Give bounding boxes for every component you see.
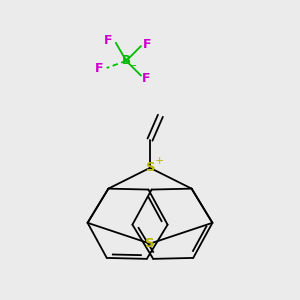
Text: −: −	[129, 61, 137, 71]
Text: S: S	[145, 237, 155, 250]
Text: +: +	[155, 156, 164, 166]
Text: F: F	[143, 38, 152, 51]
Text: F: F	[142, 72, 151, 85]
Text: F: F	[104, 34, 112, 47]
Text: F: F	[95, 62, 103, 75]
Text: B: B	[122, 54, 131, 67]
Text: S: S	[146, 161, 155, 174]
